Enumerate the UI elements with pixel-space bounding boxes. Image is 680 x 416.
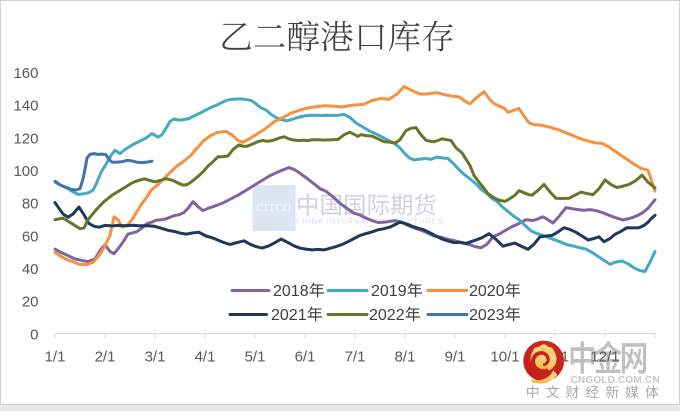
svg-text:20: 20 <box>22 294 39 311</box>
svg-text:10/1: 10/1 <box>490 349 519 366</box>
svg-text:160: 160 <box>13 65 38 82</box>
svg-text:5/1: 5/1 <box>245 349 266 366</box>
svg-text:120: 120 <box>13 130 38 147</box>
svg-text:2021: 2021 <box>271 307 307 324</box>
svg-text:12/1: 12/1 <box>590 349 619 366</box>
svg-text:0: 0 <box>30 326 38 343</box>
svg-text:40: 40 <box>22 261 39 278</box>
svg-text:1/1: 1/1 <box>45 349 66 366</box>
svg-text:80: 80 <box>22 196 39 213</box>
svg-text:2023: 2023 <box>469 307 505 324</box>
svg-text:3/1: 3/1 <box>145 349 166 366</box>
svg-text:2019: 2019 <box>371 283 407 300</box>
svg-text:2020: 2020 <box>469 283 505 300</box>
svg-text:2022: 2022 <box>369 307 405 324</box>
svg-text:9/1: 9/1 <box>445 349 466 366</box>
svg-text:2/1: 2/1 <box>95 349 116 366</box>
svg-text:140: 140 <box>13 98 38 115</box>
svg-text:2018: 2018 <box>273 283 309 300</box>
svg-text:7/1: 7/1 <box>345 349 366 366</box>
svg-text:100: 100 <box>13 163 38 180</box>
svg-text:8/1: 8/1 <box>395 349 416 366</box>
svg-text:4/1: 4/1 <box>195 349 216 366</box>
svg-text:CITCO: CITCO <box>256 202 292 214</box>
svg-text:60: 60 <box>22 228 39 245</box>
svg-text:CNGOLD.COM.CN: CNGOLD.COM.CN <box>571 375 660 386</box>
svg-text:6/1: 6/1 <box>295 349 316 366</box>
